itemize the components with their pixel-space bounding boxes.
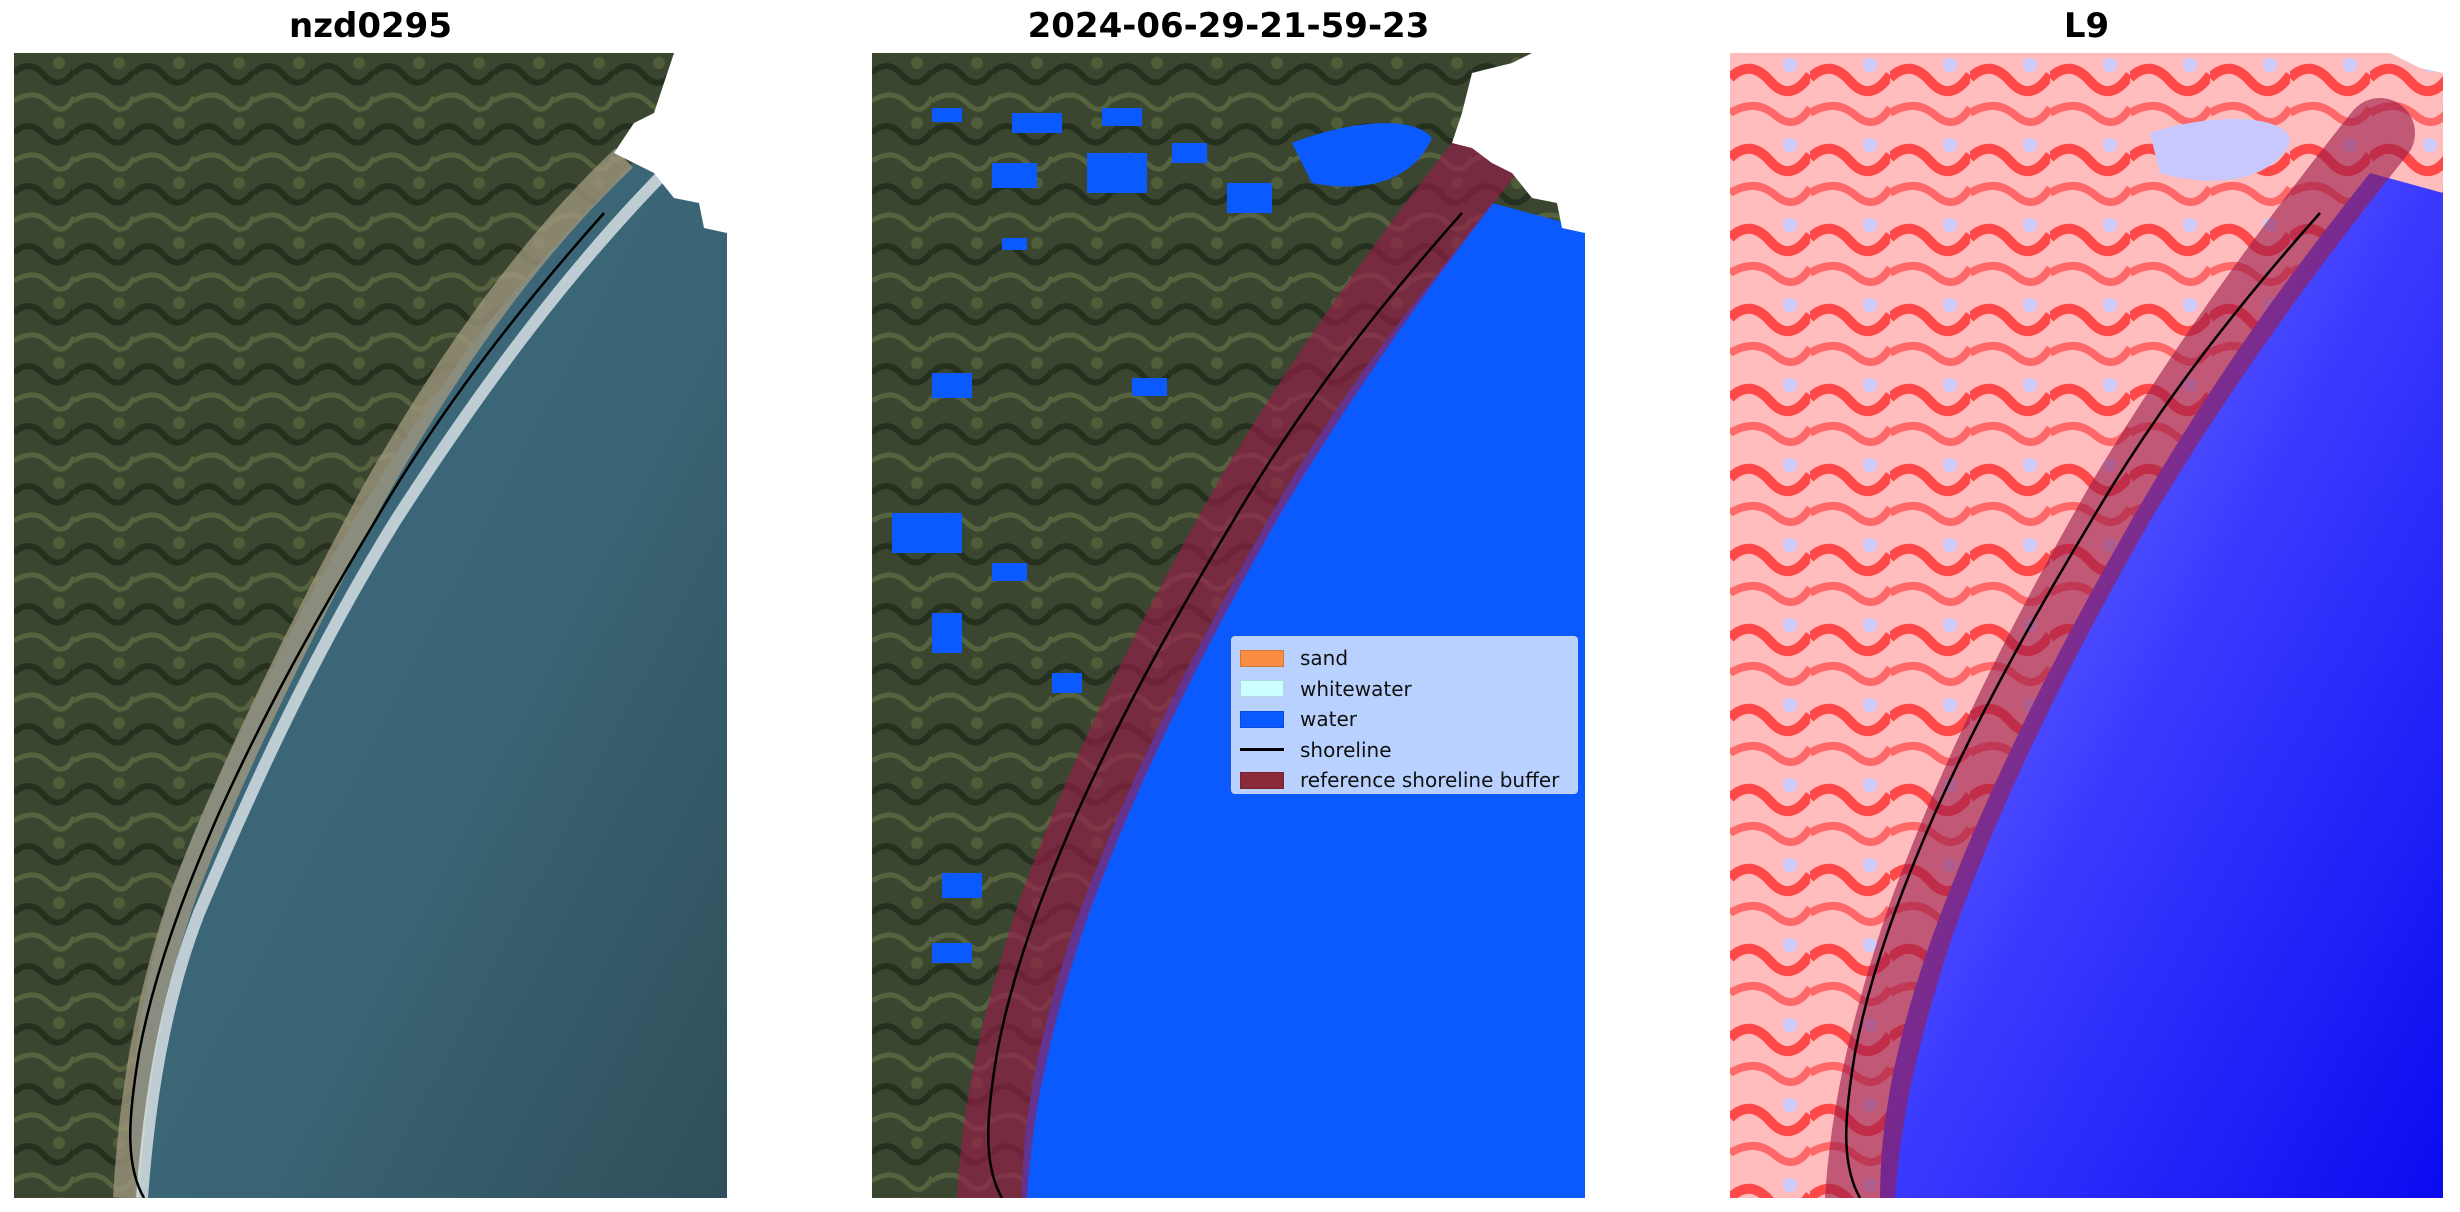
reference-buffer xyxy=(957,88,1547,1198)
rgb-image-panel xyxy=(14,53,727,1198)
inland-lake-index xyxy=(2150,119,2290,181)
shoreline-line xyxy=(987,212,1463,1198)
classification-panel xyxy=(872,53,1585,1198)
cloud-mask xyxy=(2390,53,2443,73)
legend-item-buffer: reference shoreline buffer xyxy=(1240,765,1569,796)
legend-label-water: water xyxy=(1300,707,1357,732)
legend-swatch-whitewater xyxy=(1240,680,1284,698)
legend-label-buffer: reference shoreline buffer xyxy=(1300,768,1560,793)
legend: sand whitewater water shoreline referenc… xyxy=(1231,636,1578,794)
water-index xyxy=(1880,173,2443,1198)
legend-swatch-sand xyxy=(1240,649,1284,667)
surf-strip xyxy=(136,158,679,1198)
cloud-mask xyxy=(1452,53,1585,233)
cloud-mask xyxy=(614,53,727,233)
legend-item-whitewater: whitewater xyxy=(1240,674,1569,705)
legend-item-sand: sand xyxy=(1240,643,1569,674)
legend-swatch-buffer xyxy=(1240,771,1284,789)
beach-strip xyxy=(113,148,633,1198)
shoreline-line xyxy=(129,212,605,1198)
legend-label-shoreline: shoreline xyxy=(1300,737,1392,762)
legend-item-water: water xyxy=(1240,704,1569,735)
legend-label-sand: sand xyxy=(1300,646,1349,671)
reference-buffer xyxy=(1825,98,2415,1198)
panel-title-classification: 2024-06-29-21-59-23 xyxy=(1027,6,1430,46)
legend-line-shoreline xyxy=(1240,748,1284,752)
legend-item-shoreline: shoreline xyxy=(1240,735,1569,766)
legend-swatch-water xyxy=(1240,710,1284,728)
legend-label-whitewater: whitewater xyxy=(1300,676,1412,701)
sea-area xyxy=(131,53,727,1198)
index-panel xyxy=(1730,53,2443,1198)
panel-title-index: L9 xyxy=(2063,6,2110,46)
shoreline-line xyxy=(1845,212,2321,1198)
panel-title-rgb: nzd0295 xyxy=(289,6,452,46)
inland-water-patches xyxy=(892,108,1432,963)
